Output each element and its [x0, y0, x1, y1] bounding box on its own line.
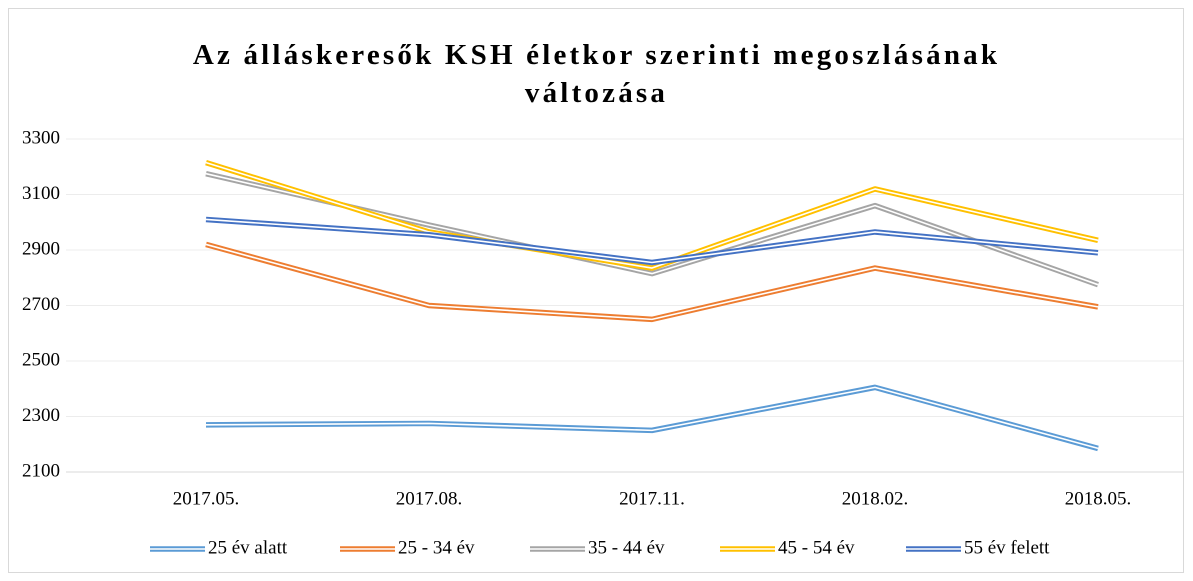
x-tick-label: 2017.08. — [396, 488, 463, 509]
series-line-inner — [205, 161, 1099, 269]
x-tick-label: 2018.05. — [1065, 488, 1132, 509]
series-line-inner — [205, 218, 1099, 264]
legend-label: 25 év alatt — [208, 537, 288, 558]
legend-label: 35 - 44 év — [588, 537, 665, 558]
y-tick-label: 2100 — [22, 460, 60, 481]
chart-title: Az álláskeresők KSH életkor szerinti meg… — [192, 39, 1001, 109]
x-tick-label: 2017.05. — [173, 488, 240, 509]
y-tick-label: 2700 — [22, 294, 60, 315]
legend-label: 25 - 34 év — [398, 537, 475, 558]
x-tick-label: 2017.11. — [619, 488, 685, 509]
series-line — [205, 241, 1099, 323]
legend-label: 55 év felett — [964, 537, 1050, 558]
series-line-inner — [205, 386, 1099, 450]
series-line — [205, 384, 1099, 452]
series-line — [205, 159, 1099, 271]
chart-border — [8, 8, 1184, 573]
series-line-inner — [205, 243, 1099, 321]
y-tick-label: 2900 — [22, 238, 60, 259]
y-tick-label: 2500 — [22, 349, 60, 370]
x-tick-label: 2018.02. — [842, 488, 909, 509]
y-tick-label: 3300 — [22, 127, 60, 148]
y-tick-label: 3100 — [22, 183, 60, 204]
y-tick-label: 2300 — [22, 405, 60, 426]
legend-label: 45 - 54 év — [778, 537, 855, 558]
